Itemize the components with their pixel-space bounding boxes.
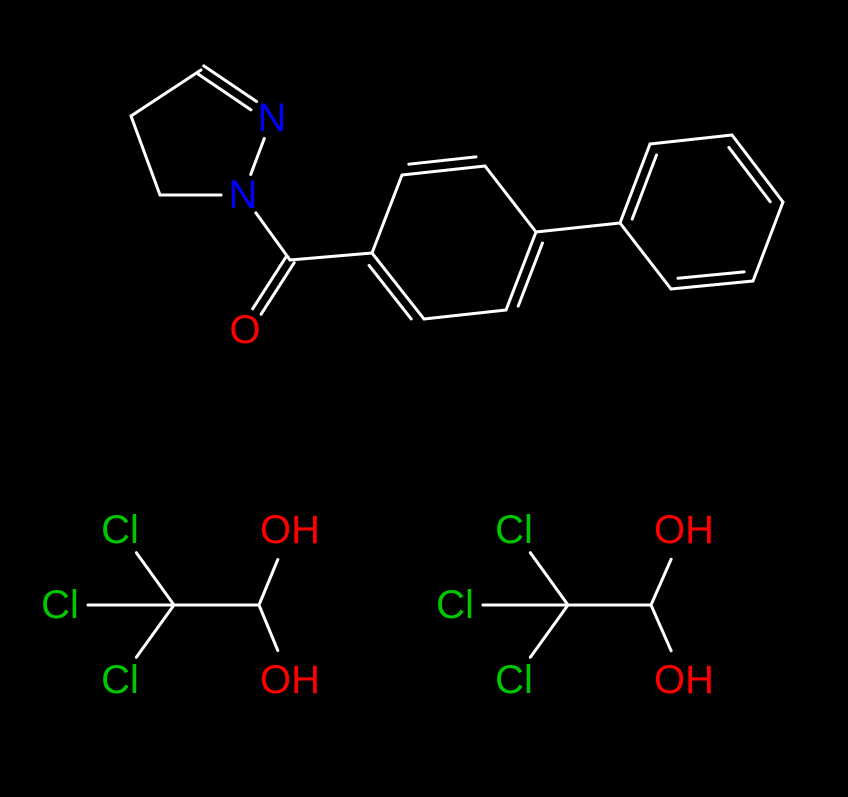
bond [485,166,536,232]
bond [530,605,568,657]
atom-label-oh: OH [654,658,714,702]
atom-label-oh: OH [260,508,320,552]
atom-label-cl: Cl [495,508,533,552]
atom-label-cl: Cl [101,658,139,702]
bond [729,147,770,201]
bond [671,281,753,289]
bond [530,553,568,605]
bond [518,243,542,306]
atom-label-cl: Cl [101,508,139,552]
bond [259,560,278,605]
bond [651,559,671,605]
atom-label-cl: Cl [495,658,533,702]
bond [402,166,485,175]
atom-label-oh: OH [260,658,320,702]
atom-label-o: O [229,308,260,352]
atom-label-cl: Cl [41,583,79,627]
atom-label-cl: Cl [436,583,474,627]
bond [290,253,372,260]
bond [251,139,264,175]
bond [632,155,656,219]
bond [372,175,402,253]
bond [732,135,783,202]
bond [753,202,783,281]
bond [136,605,174,657]
atom-label-oh: OH [654,508,714,552]
bond [536,223,620,232]
bond [259,605,278,650]
bond [678,272,744,278]
bond [650,135,732,144]
bond [131,70,201,116]
bond [651,605,671,651]
bond [424,310,506,319]
atom-label-n: N [229,173,258,217]
bond [372,253,424,319]
bond [136,553,174,605]
bond [620,223,671,289]
bond [409,157,476,164]
bond [256,213,290,260]
bond [131,116,160,195]
bond [369,265,411,318]
atom-label-n: N [258,96,287,140]
